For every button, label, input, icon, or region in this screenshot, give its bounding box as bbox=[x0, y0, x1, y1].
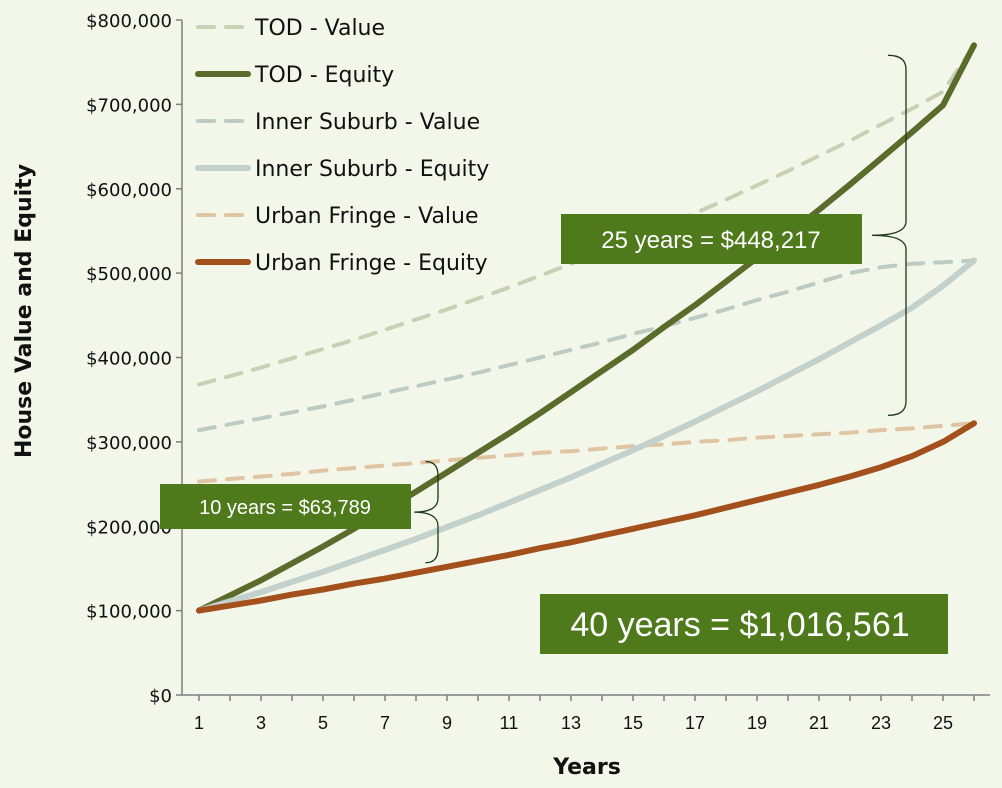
x-tick-label: 7 bbox=[380, 713, 390, 733]
callout-10-box bbox=[160, 484, 411, 529]
y-tick-label: $500,000 bbox=[86, 264, 172, 285]
callout-10-text: 10 years = $63,789 bbox=[199, 497, 371, 519]
legend-label-urban-fringe-equity: Urban Fringe - Equity bbox=[255, 251, 488, 276]
x-tick-label: 3 bbox=[256, 713, 266, 733]
y-axis-title: House Value and Equity bbox=[12, 164, 37, 458]
callout-10-years: 10 years = $63,789 bbox=[160, 484, 411, 529]
x-tick-label: 5 bbox=[318, 713, 328, 733]
x-tick-label: 19 bbox=[747, 713, 767, 733]
y-tick-label: $700,000 bbox=[86, 95, 172, 116]
brace-25-years bbox=[871, 54, 907, 416]
callout-40-text: 40 years = $1,016,561 bbox=[570, 606, 909, 644]
series-line-tod-equity bbox=[196, 42, 977, 614]
y-tick-label: $400,000 bbox=[86, 349, 172, 370]
brace-10-years bbox=[414, 460, 439, 564]
y-tick-label: $300,000 bbox=[86, 433, 172, 454]
legend-label-tod-value: TOD - Value bbox=[254, 16, 385, 41]
legend-label-inner-suburb-equity: Inner Suburb - Equity bbox=[255, 157, 489, 182]
x-axis-title: Years bbox=[552, 755, 621, 780]
legend-label-inner-suburb-value: Inner Suburb - Value bbox=[255, 110, 480, 135]
x-tick-label: 17 bbox=[685, 713, 705, 733]
x-tick-label: 25 bbox=[933, 713, 953, 733]
series-line-urban-fringe-equity bbox=[196, 420, 977, 614]
legend-label-urban-fringe-value: Urban Fringe - Value bbox=[255, 204, 479, 229]
x-tick-label: 1 bbox=[194, 713, 204, 733]
series-line-urban-fringe-value bbox=[197, 421, 976, 484]
x-tick-label: 13 bbox=[561, 713, 581, 733]
series-line-inner-suburb-value bbox=[197, 258, 976, 433]
callout-40-years: 40 years = $1,016,561 bbox=[540, 594, 948, 654]
x-tick-label: 11 bbox=[500, 713, 519, 733]
y-tick-label: $600,000 bbox=[86, 180, 172, 201]
x-tick-label: 23 bbox=[871, 713, 891, 733]
y-tick-label: $0 bbox=[149, 686, 172, 707]
y-tick-label: $800,000 bbox=[86, 11, 172, 32]
axes-layer: $0 $100,000 $200,000 $300,000 $400,000 $500,0… bbox=[86, 11, 990, 733]
legend-label-tod-equity: TOD - Equity bbox=[254, 63, 394, 88]
x-tick-label: 9 bbox=[442, 713, 452, 733]
legend-layer: TOD - Value TOD - Equity Inner Suburb - Va… bbox=[195, 16, 489, 276]
x-tick-label: 21 bbox=[809, 713, 829, 733]
y-tick-label: $200,000 bbox=[86, 517, 172, 538]
callout-25-text: 25 years = $448,217 bbox=[601, 227, 821, 254]
x-tick-label: 15 bbox=[623, 713, 643, 733]
series-line-inner-suburb-equity bbox=[196, 257, 977, 614]
y-tick-label: $100,000 bbox=[86, 602, 172, 623]
callout-25-box bbox=[561, 214, 862, 264]
brace-layer bbox=[414, 54, 907, 564]
callout-25-years: 25 years = $448,217 bbox=[561, 214, 862, 264]
callout-40-box bbox=[540, 594, 948, 654]
